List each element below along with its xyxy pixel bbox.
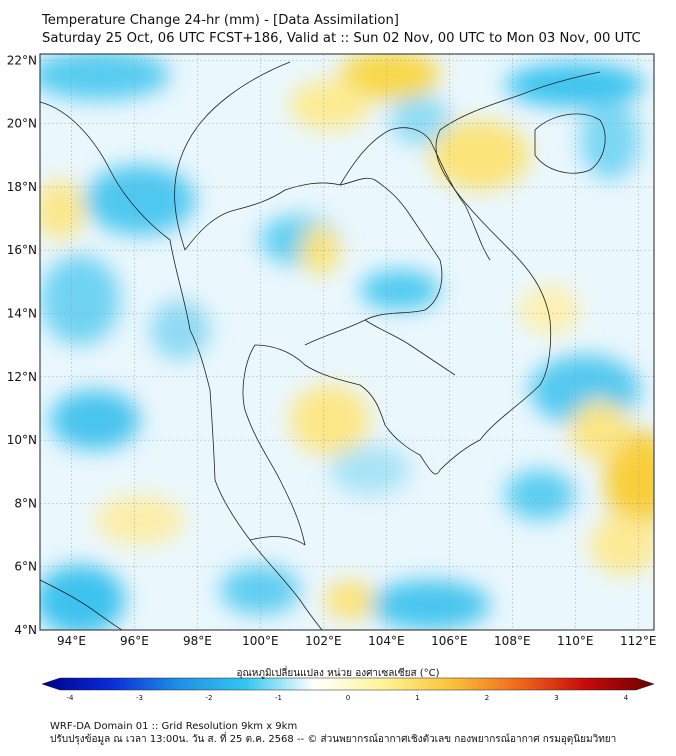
field-blobs xyxy=(40,54,654,630)
colorbar-tick-label: -4 xyxy=(67,694,75,702)
map-frame xyxy=(39,53,655,631)
lon-tick-label: 96°E xyxy=(120,634,149,648)
lat-tick-label: 10°N xyxy=(7,433,37,447)
temperature-field xyxy=(40,54,654,630)
lat-tick-label: 4°N xyxy=(14,623,37,637)
lon-tick-label: 98°E xyxy=(183,634,212,648)
lon-tick-label: 112°E xyxy=(620,634,657,648)
colorbar-ticks: -4 -3 -2 -1 0 1 2 3 4 xyxy=(67,694,629,702)
lat-tick-label: 14°N xyxy=(7,307,37,321)
border-malaysia xyxy=(249,536,306,546)
border-laos-vietnam xyxy=(339,127,491,261)
colorbar-tick-label: -1 xyxy=(275,694,282,702)
coastline-sumatra xyxy=(40,579,123,630)
lat-tick-label: 22°N xyxy=(7,53,37,67)
border-thailand xyxy=(184,177,443,346)
lon-tick-label: 108°E xyxy=(494,634,531,648)
lat-tick-label: 6°N xyxy=(14,560,37,574)
colorbar-tick-label: 1 xyxy=(415,694,419,702)
map-title: Temperature Change 24-hr (mm) - [Data As… xyxy=(42,12,641,46)
lat-tick-label: 8°N xyxy=(14,496,37,510)
colorbar-tick-label: 2 xyxy=(485,694,489,702)
colorbar-tick-label: 4 xyxy=(624,694,629,702)
coastlines-and-borders xyxy=(40,61,606,630)
colorbar: -4 -3 -2 -1 0 1 2 3 4 xyxy=(41,677,655,702)
footer-line-1: WRF-DA Domain 01 :: Grid Resolution 9km … xyxy=(50,721,298,732)
colorbar-tick-label: 3 xyxy=(554,694,558,702)
colorbar-tick-label: -2 xyxy=(206,694,213,702)
footer-line-2: ปรับปรุงข้อมูล ณ เวลา 13:00น. วัน ส. ที่… xyxy=(50,734,617,745)
longitude-labels: 94°E 96°E 98°E 100°E 102°E 104°E 106°E 108°E 110… xyxy=(57,634,656,648)
coastline-hainan xyxy=(534,113,606,174)
lon-tick-label: 110°E xyxy=(557,634,594,648)
lon-tick-label: 104°E xyxy=(368,634,405,648)
colorbar-bar xyxy=(41,677,655,691)
lon-tick-label: 94°E xyxy=(57,634,86,648)
lat-tick-label: 18°N xyxy=(7,180,37,194)
lon-tick-label: 100°E xyxy=(242,634,279,648)
gridlines xyxy=(40,54,654,630)
lon-tick-label: 106°E xyxy=(431,634,468,648)
coastline-mainland xyxy=(40,71,601,630)
border-cambodia xyxy=(364,319,456,376)
title-line-2: Saturday 25 Oct, 06 UTC FCST+186, Valid … xyxy=(42,31,641,46)
colorbar-tick-label: 0 xyxy=(346,694,350,702)
lat-tick-label: 12°N xyxy=(7,370,37,384)
lon-tick-label: 102°E xyxy=(305,634,342,648)
colorbar-tick-label: -3 xyxy=(136,694,143,702)
latitude-labels: 22°N 20°N 18°N 16°N 14°N 12°N 10°N 8°N 6°N 4°N xyxy=(7,53,37,637)
title-line-1: Temperature Change 24-hr (mm) - [Data As… xyxy=(42,13,399,28)
lat-tick-label: 16°N xyxy=(7,243,37,257)
colorbar-label: อุณหภูมิเปลี่ยนแปลง หน่วย องศาเซลเซียส (… xyxy=(236,668,440,679)
border-myanmar xyxy=(174,61,291,251)
lat-tick-label: 20°N xyxy=(7,117,37,131)
